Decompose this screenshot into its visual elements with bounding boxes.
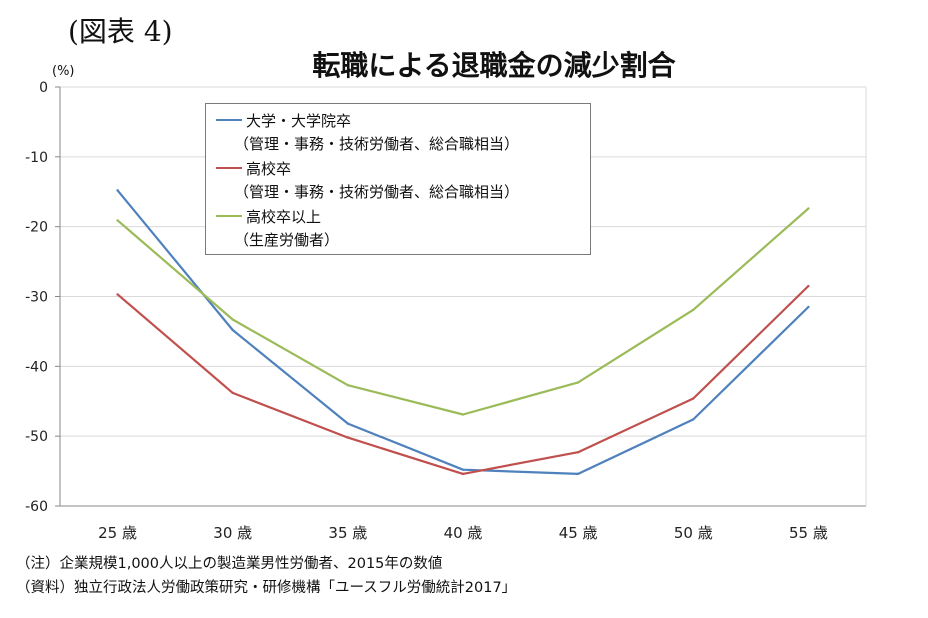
series-0-point-1 xyxy=(231,328,234,332)
y-tick-label-2: -20 xyxy=(25,220,48,236)
legend-entry-series-0: 大学・大学院卒 （管理・事務・技術労働者、総合職相当） xyxy=(216,108,580,156)
series-0-point-6 xyxy=(807,305,810,309)
x-tick-label-5: 50 歳 xyxy=(674,524,713,542)
series-1-point-5 xyxy=(692,397,695,400)
legend-label-series-2: 高校卒以上 xyxy=(246,207,322,226)
y-tick-label-3: -30 xyxy=(25,290,48,306)
series-0-point-0 xyxy=(116,189,119,192)
y-tick-label-1: -10 xyxy=(25,150,48,166)
series-lines xyxy=(116,189,810,476)
series-1-point-4 xyxy=(576,451,580,454)
series-line-1 xyxy=(116,285,810,475)
legend-entry-series-1: 高校卒 （管理・事務・技術労働者、総合職相当） xyxy=(216,156,580,204)
series-2-point-4 xyxy=(576,381,580,384)
series-2-point-0 xyxy=(116,219,119,222)
x-tick-label-0: 25 歳 xyxy=(98,524,137,542)
legend-sublabel-series-1: （管理・事務・技術労働者、総合職相当） xyxy=(234,183,520,201)
series-1-point-3 xyxy=(461,472,465,476)
series-2-point-2 xyxy=(346,383,350,387)
legend-entry-series-2: 高校卒以上 （生産労働者） xyxy=(216,204,580,252)
x-tick-label-1: 30 歳 xyxy=(213,524,252,542)
footnote-note: （注）企業規模1,000人以上の製造業男性労働者、2015年の数値 xyxy=(16,556,443,572)
legend-swatch-series-2 xyxy=(216,215,242,217)
series-2-point-3 xyxy=(461,413,465,416)
chart-title: 転職による退職金の減少割合 xyxy=(312,49,676,82)
y-tick-label-0: 0 xyxy=(39,80,48,96)
legend-swatch-series-0 xyxy=(216,119,242,121)
series-0-point-5 xyxy=(692,418,695,421)
y-tick-label-4: -40 xyxy=(25,359,48,375)
legend-sublabel-series-0: （管理・事務・技術労働者、総合職相当） xyxy=(234,135,520,153)
y-tick-label-6: -60 xyxy=(25,499,48,515)
series-1-point-0 xyxy=(116,293,119,296)
figure-label: (図表 4) xyxy=(68,15,173,48)
x-tick-label-3: 40 歳 xyxy=(444,524,483,542)
series-2-point-6 xyxy=(807,207,810,210)
y-axis-tick-labels: 0 -10 -20 -30 -40 -50 -60 xyxy=(25,80,48,515)
series-0-point-4 xyxy=(576,472,580,476)
legend-label-series-1: 高校卒 xyxy=(246,159,292,178)
legend: 大学・大学院卒 （管理・事務・技術労働者、総合職相当） 高校卒 （管理・事務・技… xyxy=(205,103,591,255)
x-tick-label-4: 45 歳 xyxy=(559,524,598,542)
y-axis-unit-label: (%) xyxy=(52,64,75,79)
x-tick-label-6: 55 歳 xyxy=(789,524,828,542)
legend-swatch-series-1 xyxy=(216,167,242,169)
series-1-point-2 xyxy=(346,436,350,439)
series-1-point-1 xyxy=(231,391,234,395)
series-2-point-5 xyxy=(692,308,695,311)
series-2-point-1 xyxy=(231,318,234,321)
footnote-source: （資料）独立行政法人労働政策研究・研修機構「ユースフル労働統計2017」 xyxy=(16,580,517,596)
legend-label-series-0: 大学・大学院卒 xyxy=(246,111,352,130)
series-0-point-2 xyxy=(346,422,350,425)
x-axis-tick-labels: 25 歳 30 歳 35 歳 40 歳 45 歳 50 歳 55 歳 xyxy=(98,524,828,542)
x-tick-label-2: 35 歳 xyxy=(328,524,367,542)
legend-sublabel-series-2: （生産労働者） xyxy=(234,231,340,249)
series-0-point-3 xyxy=(461,468,465,471)
y-tick-label-5: -50 xyxy=(25,429,48,445)
series-1-point-6 xyxy=(807,284,810,288)
